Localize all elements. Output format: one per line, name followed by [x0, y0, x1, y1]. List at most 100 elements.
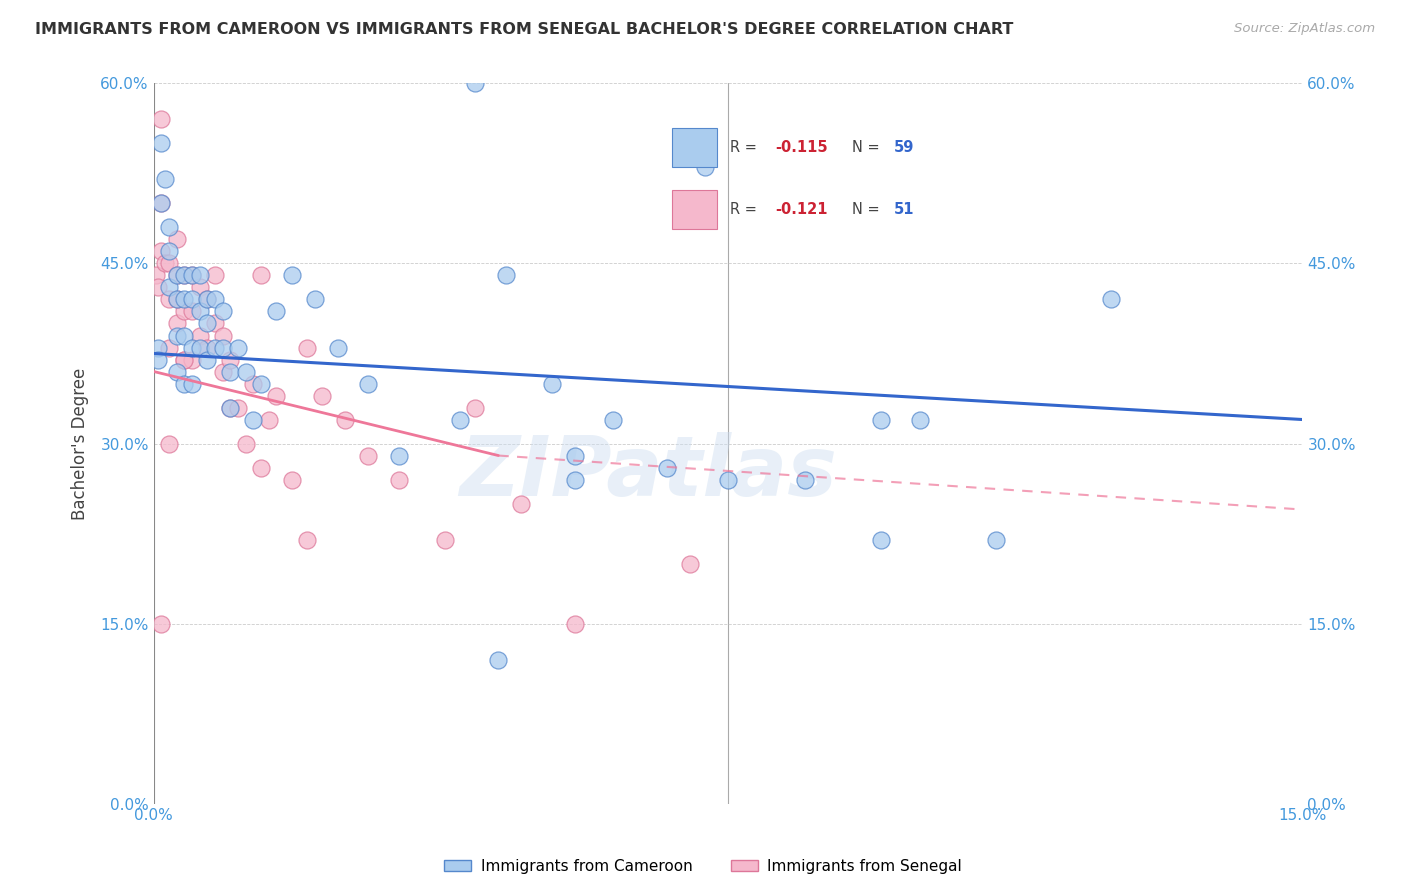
Point — [146, 280, 169, 294]
Point — [166, 293, 188, 307]
Point — [250, 268, 273, 283]
Point — [195, 317, 218, 331]
Point — [173, 328, 195, 343]
Point — [211, 364, 233, 378]
Point — [146, 352, 169, 367]
Point — [388, 473, 411, 487]
Point — [157, 293, 180, 307]
Point — [695, 161, 717, 175]
Point — [150, 196, 173, 211]
Point — [564, 616, 586, 631]
Point — [173, 268, 195, 283]
Point — [166, 268, 188, 283]
Point — [173, 352, 195, 367]
Legend: Immigrants from Cameroon, Immigrants from Senegal: Immigrants from Cameroon, Immigrants fro… — [437, 853, 969, 880]
Point — [157, 256, 180, 270]
Point — [464, 77, 486, 91]
Point — [145, 268, 167, 283]
Point — [242, 412, 264, 426]
Point — [211, 328, 233, 343]
Point — [219, 401, 242, 415]
Point — [166, 328, 188, 343]
Point — [326, 341, 349, 355]
Point — [153, 256, 176, 270]
Point — [541, 376, 564, 391]
Point — [464, 401, 486, 415]
Text: IMMIGRANTS FROM CAMEROON VS IMMIGRANTS FROM SENEGAL BACHELOR'S DEGREE CORRELATIO: IMMIGRANTS FROM CAMEROON VS IMMIGRANTS F… — [35, 22, 1014, 37]
Point — [204, 317, 226, 331]
Point — [655, 460, 678, 475]
Point — [242, 376, 264, 391]
Point — [486, 652, 509, 666]
Point — [150, 136, 173, 151]
Point — [250, 460, 273, 475]
Point — [188, 268, 211, 283]
Point — [304, 293, 326, 307]
Point — [181, 304, 204, 318]
Point — [280, 268, 302, 283]
Point — [204, 293, 226, 307]
Point — [188, 341, 211, 355]
Point — [280, 473, 302, 487]
Point — [870, 412, 893, 426]
Point — [495, 268, 517, 283]
Point — [173, 304, 195, 318]
Point — [195, 293, 218, 307]
Point — [679, 557, 702, 571]
Point — [357, 376, 380, 391]
Point — [181, 268, 204, 283]
Point — [1099, 293, 1122, 307]
Point — [793, 473, 815, 487]
Point — [908, 412, 931, 426]
Point — [157, 244, 180, 259]
Point — [235, 436, 257, 450]
Point — [295, 533, 318, 547]
Point — [150, 196, 173, 211]
Point — [984, 533, 1007, 547]
Point — [157, 280, 180, 294]
Point — [181, 293, 204, 307]
Point — [150, 244, 173, 259]
Point — [357, 449, 380, 463]
Point — [204, 268, 226, 283]
Point — [166, 232, 188, 246]
Point — [195, 293, 218, 307]
Point — [311, 388, 333, 402]
Text: Source: ZipAtlas.com: Source: ZipAtlas.com — [1234, 22, 1375, 36]
Point — [181, 268, 204, 283]
Point — [146, 341, 169, 355]
Point — [564, 449, 586, 463]
Point — [564, 473, 586, 487]
Text: ZIPatlas: ZIPatlas — [458, 432, 837, 513]
Point — [166, 293, 188, 307]
Point — [433, 533, 456, 547]
Point — [181, 376, 204, 391]
Point — [195, 352, 218, 367]
Point — [173, 376, 195, 391]
Point — [173, 293, 195, 307]
Point — [157, 220, 180, 235]
Point — [235, 364, 257, 378]
Point — [166, 364, 188, 378]
Point — [211, 304, 233, 318]
Point — [173, 352, 195, 367]
Point — [166, 317, 188, 331]
Point — [219, 401, 242, 415]
Point — [295, 341, 318, 355]
Point — [335, 412, 357, 426]
Point — [870, 533, 893, 547]
Point — [449, 412, 471, 426]
Point — [173, 268, 195, 283]
Point — [264, 304, 287, 318]
Point — [602, 412, 624, 426]
Point — [150, 112, 173, 127]
Point — [188, 280, 211, 294]
Point — [153, 172, 176, 186]
Point — [388, 449, 411, 463]
Y-axis label: Bachelor's Degree: Bachelor's Degree — [72, 368, 89, 520]
Point — [226, 401, 249, 415]
Point — [226, 341, 249, 355]
Point — [157, 341, 180, 355]
Point — [510, 497, 533, 511]
Point — [181, 341, 204, 355]
